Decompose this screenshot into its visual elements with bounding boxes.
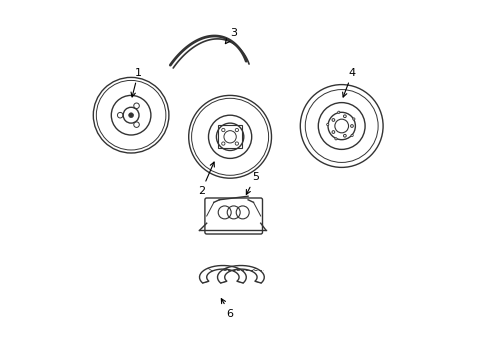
Circle shape <box>350 134 352 136</box>
Bar <box>218 125 241 148</box>
Text: 2: 2 <box>197 162 214 197</box>
Text: 6: 6 <box>221 299 233 319</box>
Text: 1: 1 <box>131 68 142 97</box>
Circle shape <box>331 131 334 134</box>
Circle shape <box>334 138 336 140</box>
Circle shape <box>343 134 346 137</box>
Circle shape <box>331 118 334 121</box>
Circle shape <box>326 123 328 126</box>
Circle shape <box>337 111 339 113</box>
Circle shape <box>343 115 346 118</box>
Circle shape <box>350 125 353 127</box>
Text: 5: 5 <box>246 172 258 194</box>
Circle shape <box>128 113 133 118</box>
Circle shape <box>352 118 354 120</box>
Text: 3: 3 <box>225 28 237 44</box>
Text: 4: 4 <box>342 68 355 97</box>
